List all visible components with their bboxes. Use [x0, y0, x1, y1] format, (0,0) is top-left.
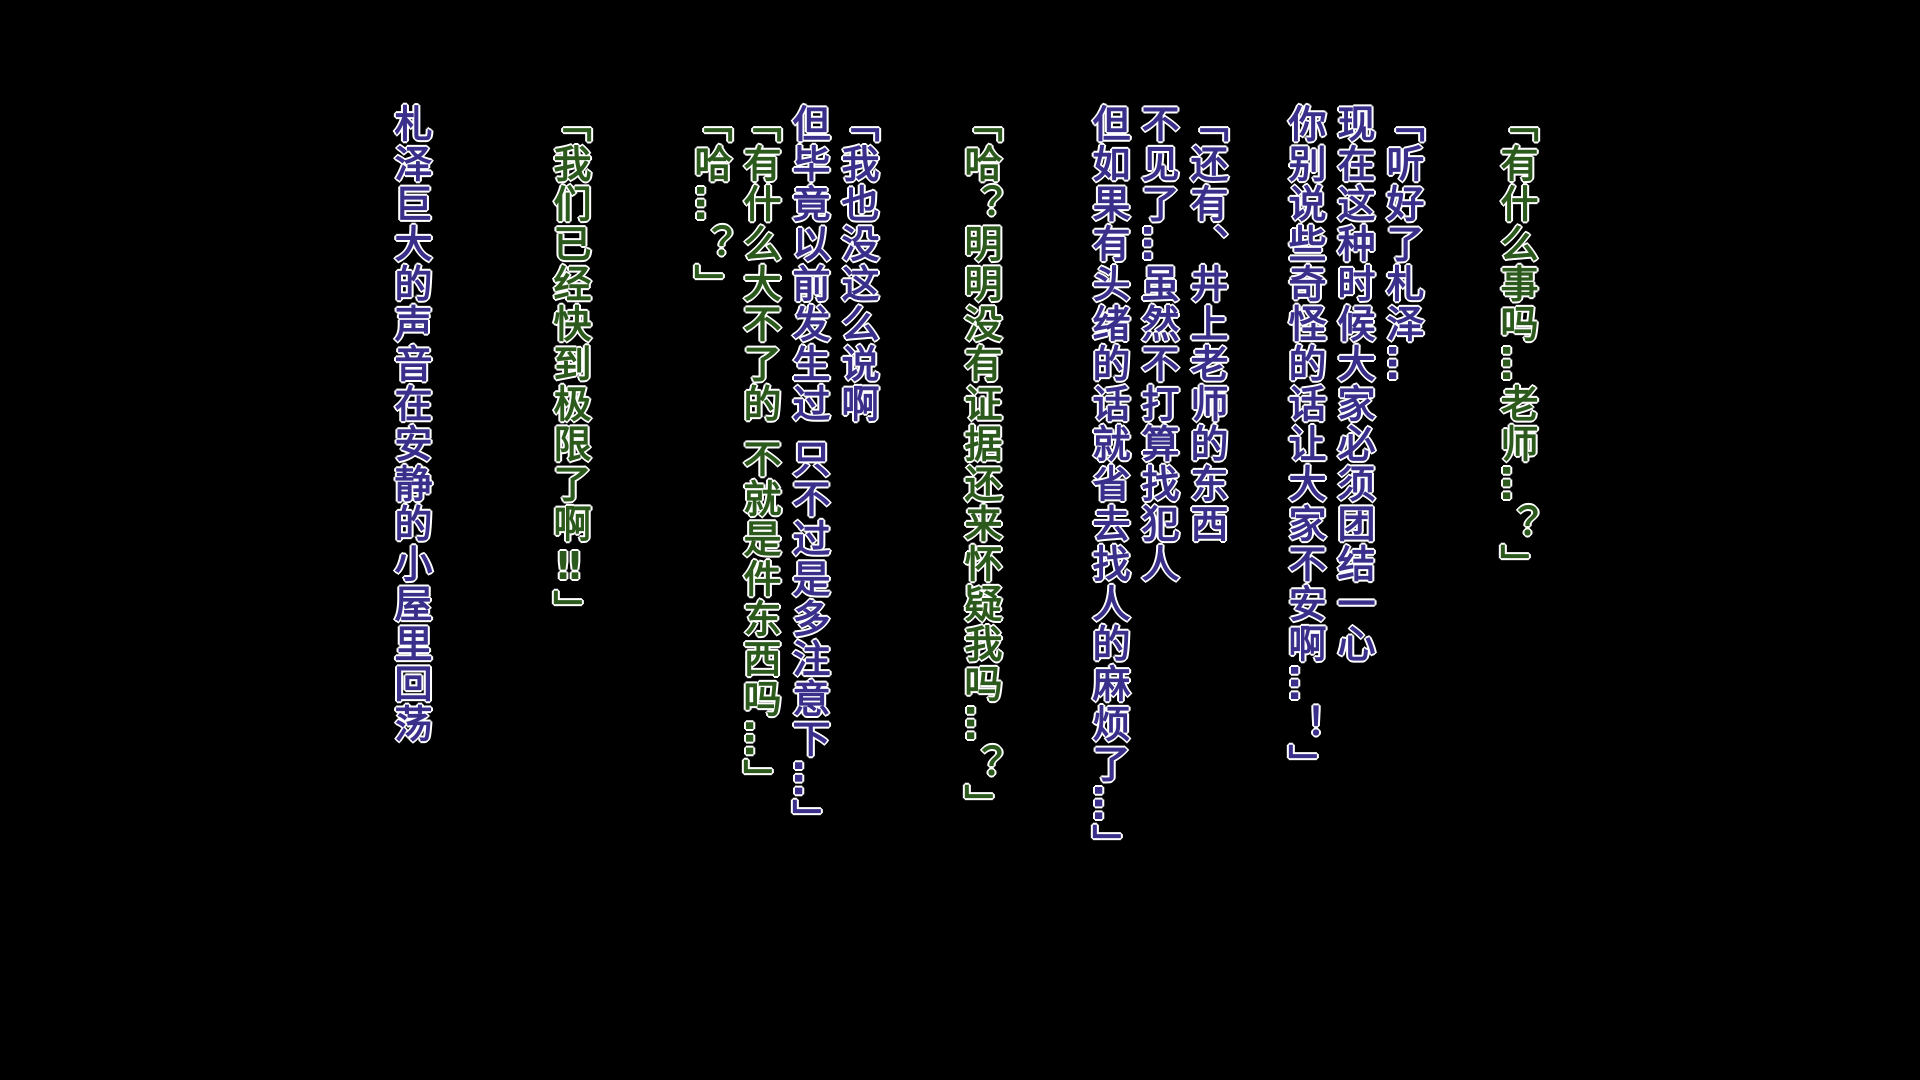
dialogue-line: 不见了…虽然不打算找犯人 [1135, 104, 1179, 584]
narration-line: 札泽巨大的声音在安静的小屋里回荡 [388, 104, 432, 744]
dialogue-line: 但毕竟以前发生过 只不过是多注意下…」 [786, 104, 830, 840]
dialogue-line: 「还有、井上老师的东西 [1184, 104, 1228, 544]
dialogue-line: 「哈…？」 [688, 104, 732, 304]
dialogue-line: 「我们已经快到极限了啊‼」 [547, 104, 591, 630]
dialogue-line: 「有什么事吗…老师…？」 [1494, 104, 1538, 584]
dialogue-line: 但如果有头绪的话就省去找人的麻烦了…」 [1086, 104, 1130, 864]
dialogue-line: 你别说些奇怪的话让大家不安啊…！」 [1282, 104, 1326, 784]
dialogue-line: 「听好了札泽… [1380, 104, 1424, 384]
dialogue-line: 「有什么大不了的 不就是件东西吗…」 [737, 104, 781, 800]
dialogue-line: 现在这种时候大家必须团结一心 [1331, 104, 1375, 664]
dialogue-line: 「我也没这么说啊 [835, 104, 879, 424]
dialogue-line: 「哈？明明没有证据还来怀疑我吗…？」 [958, 104, 1002, 824]
